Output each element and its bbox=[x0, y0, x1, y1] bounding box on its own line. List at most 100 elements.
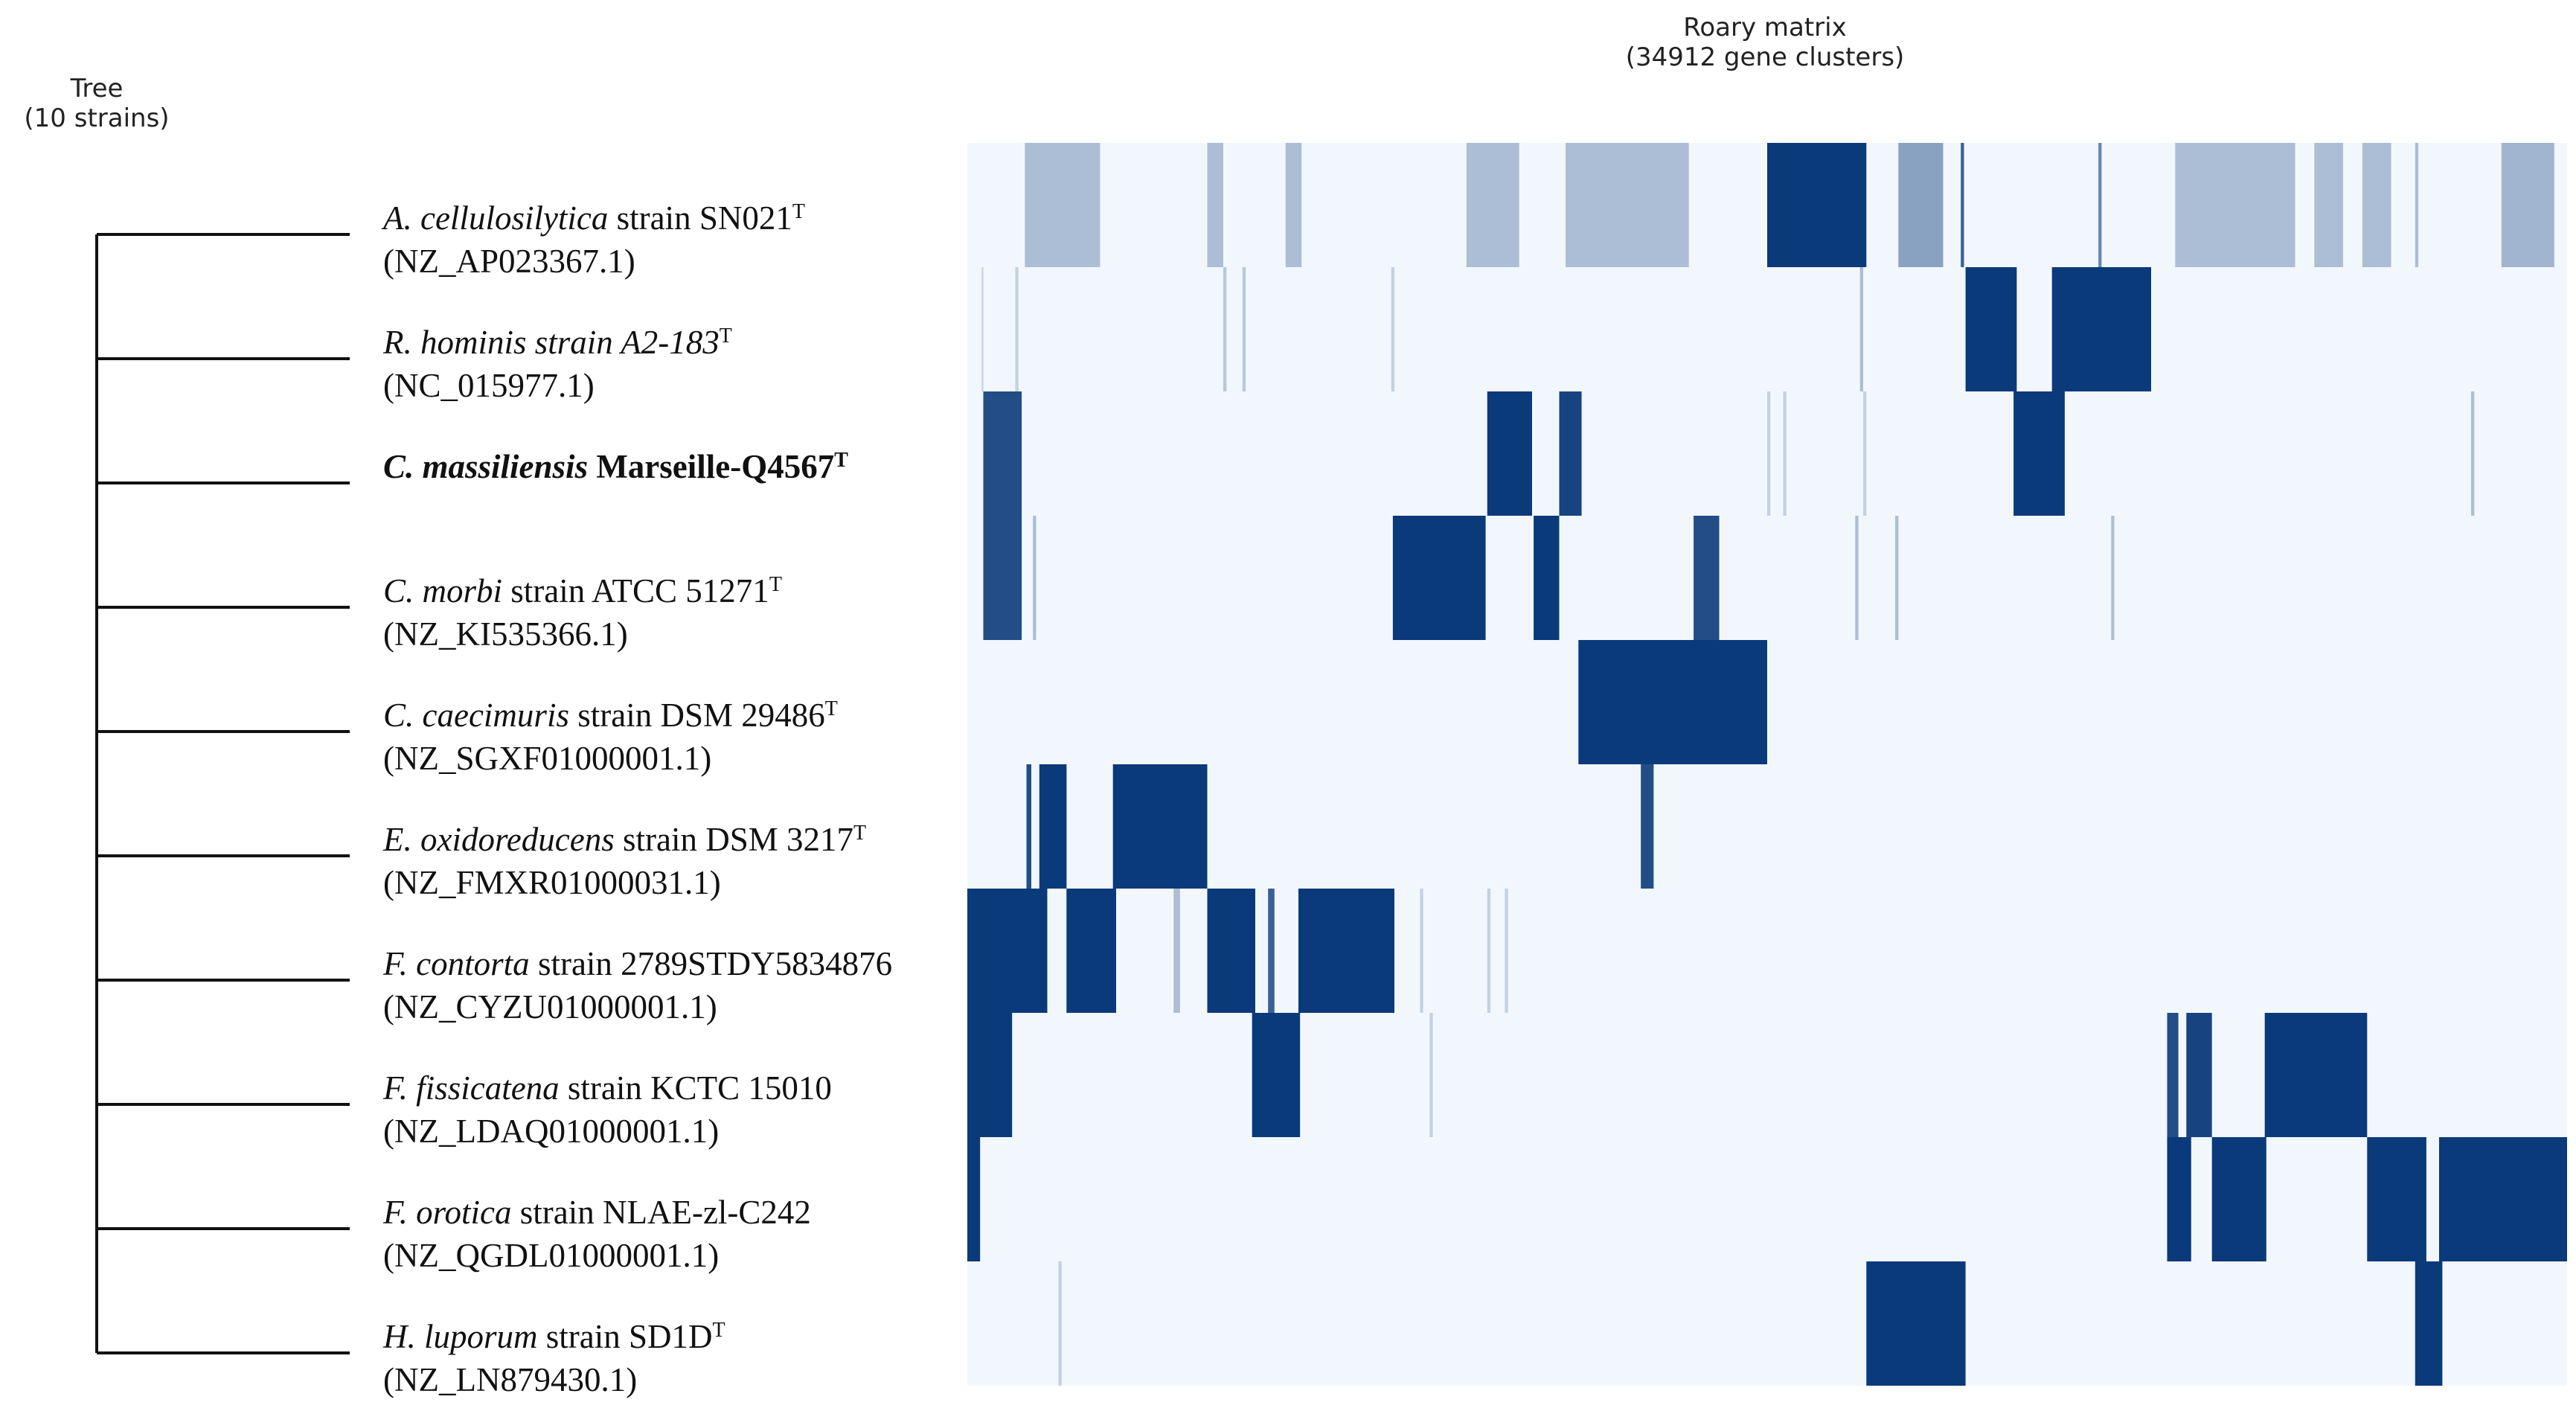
presence-block bbox=[1505, 889, 1508, 1013]
tree-subtitle: (10 strains) bbox=[24, 103, 169, 133]
presence-block bbox=[1207, 889, 1255, 1013]
species-name: C. massiliensis bbox=[383, 448, 588, 485]
presence-block bbox=[1392, 516, 1486, 640]
matrix-row-7 bbox=[967, 889, 1508, 1013]
strain-id: strain SD1D bbox=[538, 1318, 713, 1355]
strain-label: R. hominis strain A2-183T (NC_015977.1) bbox=[382, 324, 732, 404]
presence-block bbox=[2186, 1013, 2212, 1137]
presence-block bbox=[2013, 391, 2065, 516]
matrix-row-9 bbox=[967, 1137, 2567, 1261]
strain-name: F. contorta strain 2789STDY5834876 bbox=[382, 945, 892, 982]
presence-block bbox=[981, 267, 984, 391]
presence-block bbox=[1694, 516, 1720, 640]
strain-id: strain 2789STDY5834876 bbox=[530, 945, 893, 982]
species-name: H. luporum bbox=[382, 1318, 538, 1355]
matrix-row-5 bbox=[1578, 640, 1767, 764]
roary-matrix bbox=[967, 143, 2567, 1386]
strain-name: C. caecimuris strain DSM 29486T bbox=[383, 697, 838, 734]
strain-label: C. caecimuris strain DSM 29486T (NZ_SGXF0… bbox=[383, 697, 838, 777]
presence-block bbox=[1015, 267, 1019, 391]
presence-block bbox=[1641, 764, 1654, 889]
species-name: C. caecimuris bbox=[383, 697, 569, 734]
presence-block bbox=[1207, 143, 1223, 267]
strain-label: C. morbi strain ATCC 51271T (NZ_KI535366.… bbox=[383, 572, 782, 653]
presence-block bbox=[2362, 143, 2391, 267]
type-strain-mark: T bbox=[853, 822, 866, 845]
presence-block bbox=[1033, 516, 1037, 640]
species-name: F. fissicatena bbox=[382, 1069, 560, 1107]
tree-title: Tree bbox=[70, 74, 124, 103]
presence-block bbox=[1487, 889, 1491, 1013]
presence-block bbox=[2415, 143, 2419, 267]
presence-block bbox=[1767, 391, 1771, 516]
presence-block bbox=[1252, 1013, 1301, 1137]
accession-number: (NZ_CYZU01000001.1) bbox=[383, 988, 717, 1026]
species-name: R. hominis bbox=[382, 324, 527, 361]
type-strain-mark: T bbox=[769, 573, 782, 596]
matrix-title: Roary matrix bbox=[1683, 13, 1846, 42]
presence-block bbox=[1965, 267, 2017, 391]
presence-block bbox=[983, 516, 1022, 640]
accession-number: (NZ_AP023367.1) bbox=[383, 243, 635, 280]
matrix-row-8 bbox=[967, 1013, 2368, 1137]
presence-block bbox=[1566, 143, 1689, 267]
presence-block bbox=[1429, 1013, 1433, 1137]
species-name: E. oxidoreducens bbox=[382, 821, 615, 858]
accession-number: (NZ_FMXR01000031.1) bbox=[383, 864, 721, 901]
presence-block bbox=[1859, 267, 1863, 391]
strain-id: strain SN021 bbox=[608, 199, 792, 237]
presence-block bbox=[1767, 143, 1867, 267]
strain-name: R. hominis strain A2-183T bbox=[382, 324, 732, 361]
strain-id: strain A2-183 bbox=[527, 324, 720, 361]
strain-name: C. morbi strain ATCC 51271T bbox=[383, 572, 782, 609]
presence-block bbox=[1783, 391, 1787, 516]
presence-block bbox=[967, 1137, 981, 1261]
species-name: F. contorta bbox=[382, 945, 530, 982]
presence-block bbox=[1898, 143, 1944, 267]
type-strain-mark: T bbox=[825, 697, 838, 720]
presence-block bbox=[1487, 391, 1532, 516]
phylogenetic-tree bbox=[95, 233, 350, 1354]
strain-name: A. cellulosilytica strain SN021T bbox=[381, 199, 805, 237]
presence-block bbox=[2211, 1137, 2266, 1261]
presence-block bbox=[2264, 1013, 2368, 1137]
accession-number: (NC_015977.1) bbox=[383, 367, 595, 404]
matrix-row-1 bbox=[1025, 143, 2554, 267]
presence-block bbox=[967, 889, 1048, 1013]
strain-label: A. cellulosilytica strain SN021T (NZ_AP02… bbox=[381, 199, 805, 280]
presence-block bbox=[1466, 143, 1519, 267]
accession-number: (NZ_LN879430.1) bbox=[383, 1361, 637, 1398]
strain-id: Marseille-Q4567 bbox=[588, 448, 834, 485]
presence-block bbox=[1534, 516, 1560, 640]
presence-block bbox=[1025, 143, 1100, 267]
strain-id: strain DSM 3217 bbox=[615, 821, 853, 858]
presence-block bbox=[1863, 391, 1867, 516]
type-strain-mark: T bbox=[720, 324, 732, 348]
strain-name: E. oxidoreducens strain DSM 3217T bbox=[382, 821, 866, 858]
strain-label: F. orotica strain NLAE-zl-C242 (NZ_QGDL01… bbox=[382, 1194, 811, 1274]
presence-block bbox=[2314, 143, 2343, 267]
presence-block bbox=[1058, 1261, 1062, 1386]
accession-number: (NZ_SGXF01000001.1) bbox=[383, 740, 711, 777]
presence-block bbox=[2501, 143, 2554, 267]
type-strain-mark: T bbox=[792, 200, 805, 223]
strain-label: H. luporum strain SD1DT (NZ_LN879430.1) bbox=[382, 1318, 725, 1398]
presence-block bbox=[1895, 516, 1899, 640]
presence-block bbox=[1026, 764, 1031, 889]
presence-block bbox=[1391, 267, 1395, 391]
presence-block bbox=[1866, 1261, 1966, 1386]
species-name: F. orotica bbox=[382, 1194, 512, 1231]
presence-block bbox=[1298, 889, 1394, 1013]
presence-block bbox=[1242, 267, 1246, 391]
strain-id: strain NLAE-zl-C242 bbox=[512, 1194, 811, 1231]
presence-block bbox=[1268, 889, 1275, 1013]
strain-name: F. orotica strain NLAE-zl-C242 bbox=[382, 1194, 811, 1231]
presence-block bbox=[2111, 516, 2115, 640]
presence-block bbox=[1285, 143, 1302, 267]
presence-block bbox=[1173, 889, 1180, 1013]
presence-block bbox=[2439, 1137, 2567, 1261]
presence-block bbox=[2415, 1261, 2443, 1386]
presence-block bbox=[2367, 1137, 2426, 1261]
strain-labels: A. cellulosilytica strain SN021T (NZ_AP02… bbox=[381, 199, 892, 1398]
